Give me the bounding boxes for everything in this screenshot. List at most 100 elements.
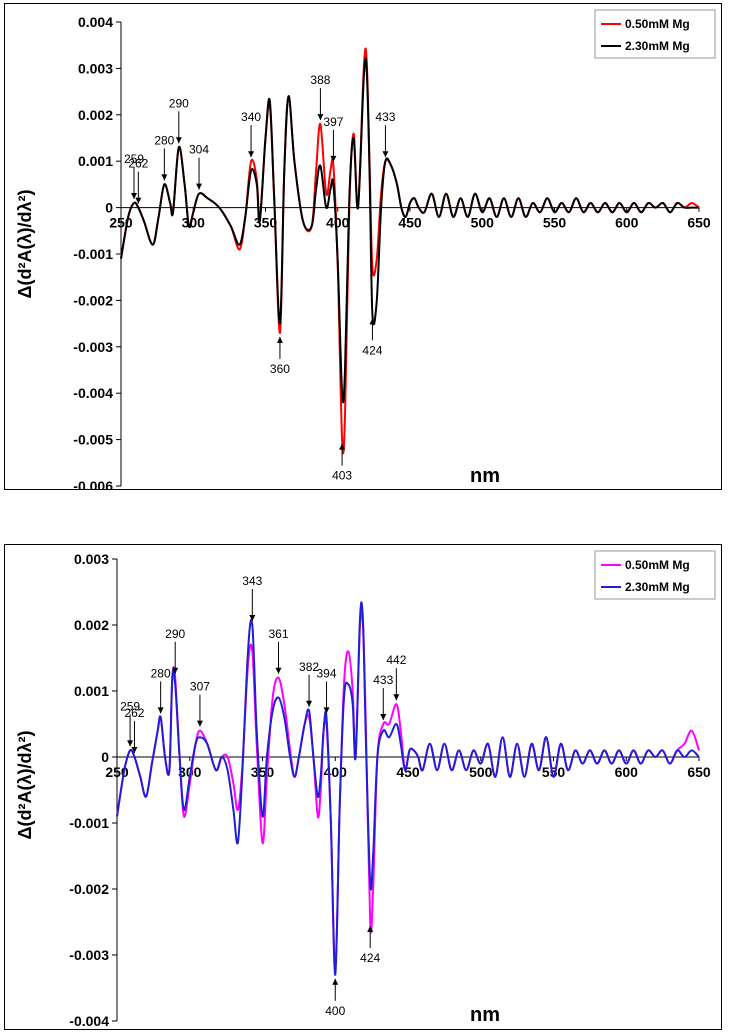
x-tick-label: 650 — [687, 764, 711, 780]
annotation-arrowhead — [317, 114, 324, 121]
annotation-arrowhead — [175, 137, 182, 144]
spectrum-chart-top: 0.004 0.003 0.002 0.001 0 -0.001 -0.002 -0.003 -… — [15, 9, 716, 489]
annotation-arrowhead — [306, 700, 313, 707]
annotation-arrowhead — [276, 336, 283, 343]
spectrum-chart-bottom: 0.003 0.002 0.001 0 -0.001 -0.002 -0.003 -0.004… — [15, 550, 716, 1029]
annotation-label: 259 — [120, 699, 140, 713]
annotation-arrowhead — [196, 720, 203, 727]
annotation-label: 424 — [360, 951, 380, 965]
x-tick-label: 300 — [182, 215, 206, 231]
annotation-label: 262 — [128, 157, 148, 171]
x-tick-label: 350 — [254, 215, 278, 231]
x-tick-label: 450 — [398, 215, 422, 231]
annotation-label: 433 — [373, 673, 393, 687]
annotation-arrowhead — [196, 183, 203, 190]
chart-panel-bottom: 0.003 0.002 0.001 0 -0.001 -0.002 -0.003 -0.004… — [4, 544, 722, 1030]
x-tick-label: 550 — [542, 764, 566, 780]
series-line-0 — [116, 609, 700, 970]
series-line-1 — [120, 57, 699, 404]
annotation-arrowhead — [131, 747, 138, 753]
annotation-label: 382 — [299, 660, 319, 674]
annotation-label: 442 — [386, 653, 406, 667]
annotation-label: 304 — [189, 143, 209, 157]
annotation-label: 360 — [270, 362, 290, 376]
legend-label-1: 2.30mM Mg — [625, 580, 690, 594]
x-tick-label: 600 — [615, 764, 639, 780]
x-tick-label: 450 — [396, 764, 420, 780]
legend: 0.50mM Mg 2.30mM Mg — [594, 9, 716, 59]
annotation-label: 259 — [124, 152, 144, 166]
y-tick-label: -0.003 — [69, 947, 109, 963]
annotation-label: 340 — [241, 110, 261, 124]
x-tick-label: 650 — [687, 215, 711, 231]
y-tick-label: 0.004 — [78, 14, 113, 30]
x-tick-label: 600 — [615, 215, 639, 231]
x-tick-label: 550 — [543, 215, 567, 231]
annotation-arrowhead — [382, 151, 389, 158]
annotation-label: 400 — [325, 1004, 345, 1018]
y-tick-label: -0.002 — [69, 881, 109, 897]
annotation-label: 290 — [169, 96, 189, 110]
annotation-label: 280 — [151, 666, 171, 680]
annotation-arrowhead — [172, 667, 179, 674]
annotation-arrowhead — [131, 192, 138, 199]
annotation-arrowhead — [157, 707, 164, 714]
annotation-arrowhead — [393, 694, 400, 701]
legend-label-0: 0.50mM Mg — [625, 17, 690, 31]
x-tick-label: 350 — [251, 764, 275, 780]
y-tick-label: 0.001 — [78, 153, 113, 169]
legend: 0.50mM Mg 2.30mM Mg — [594, 550, 716, 600]
y-tick-label: 0.002 — [74, 617, 109, 633]
annotation-label: 394 — [317, 666, 337, 680]
y-tick-label: -0.002 — [73, 292, 113, 308]
annotation-label: 361 — [268, 627, 288, 641]
series-line-1 — [116, 601, 700, 976]
annotation-label: 397 — [323, 115, 343, 129]
annotation-arrowhead — [135, 197, 142, 204]
x-tick-label: 500 — [469, 764, 493, 780]
y-tick-label: 0.001 — [74, 683, 109, 699]
x-tick-label: 250 — [109, 215, 133, 231]
annotation-label: 403 — [332, 469, 352, 483]
annotation-label: 307 — [190, 680, 210, 694]
annotation-arrowhead — [275, 667, 282, 674]
annotation-arrowhead — [127, 740, 134, 747]
x-axis-label: nm — [470, 1004, 500, 1026]
y-tick-label: -0.005 — [73, 432, 113, 448]
annotation-arrowhead — [369, 318, 376, 325]
legend-label-1: 2.30mM Mg — [625, 39, 690, 53]
x-axis-label: nm — [470, 465, 500, 487]
annotation-label: 424 — [362, 343, 382, 357]
annotation-label: 388 — [310, 73, 330, 87]
annotation-arrowhead — [367, 926, 374, 932]
annotation-arrowhead — [161, 174, 168, 181]
annotation-arrowhead — [380, 714, 387, 720]
y-tick-label: 0 — [101, 749, 109, 765]
y-axis-label: Δ(d²A(λ)/dλ²) — [15, 731, 35, 840]
annotation-arrowhead — [323, 707, 330, 714]
x-tick-label: 400 — [324, 764, 348, 780]
legend-label-0: 0.50mM Mg — [625, 558, 690, 572]
annotation-label: 433 — [375, 110, 395, 124]
y-tick-label: 0.002 — [78, 107, 113, 123]
y-tick-label: 0.003 — [78, 60, 113, 76]
y-tick-label: -0.004 — [69, 1013, 109, 1029]
y-tick-label: -0.001 — [69, 815, 109, 831]
series-line-0 — [120, 47, 700, 455]
y-tick-label: 0.003 — [74, 551, 109, 567]
y-tick-label: 0 — [105, 200, 113, 216]
annotation-arrowhead — [339, 443, 346, 450]
x-tick-label: 400 — [326, 215, 350, 231]
annotation-arrowhead — [248, 151, 255, 158]
y-tick-label: -0.003 — [73, 339, 113, 355]
annotation-label: 290 — [165, 627, 185, 641]
annotation-arrowhead — [249, 615, 256, 621]
annotation-label: 262 — [124, 706, 144, 720]
annotation-label: 280 — [154, 133, 174, 147]
x-tick-label: 500 — [471, 215, 495, 231]
y-tick-label: -0.006 — [73, 478, 113, 489]
y-tick-label: -0.001 — [73, 246, 113, 262]
chart-panel-top: 0.004 0.003 0.002 0.001 0 -0.001 -0.002 -0.003 -… — [4, 3, 722, 490]
y-tick-label: -0.004 — [73, 385, 113, 401]
annotation-arrowhead — [332, 978, 339, 985]
